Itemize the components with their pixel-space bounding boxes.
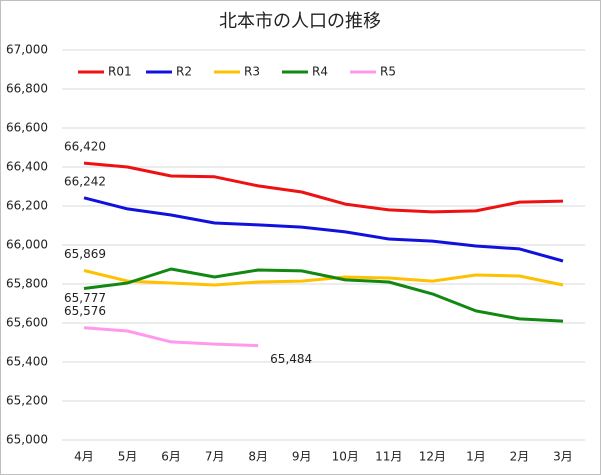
data-label: 65,576 [64, 304, 106, 318]
series-line [83, 269, 564, 287]
y-tick-label: 66,600 [6, 121, 48, 135]
legend-label: R4 [312, 65, 328, 79]
data-label: 65,484 [270, 352, 312, 366]
legend-label: R5 [380, 65, 396, 79]
y-tick-label: 65,600 [6, 316, 48, 330]
x-tick-label: 10月 [332, 450, 359, 464]
x-tick-label: 6月 [161, 450, 181, 464]
y-tick-label: 66,200 [6, 199, 48, 213]
series-line [83, 161, 564, 214]
y-tick-label: 66,400 [6, 160, 48, 174]
x-tick-label: 7月 [205, 450, 225, 464]
y-tick-label: 65,800 [6, 277, 48, 291]
y-tick-label: 66,000 [6, 238, 48, 252]
x-tick-label: 3月 [553, 450, 573, 464]
x-tick-label: 4月 [74, 450, 94, 464]
y-tick-label: 66,800 [6, 82, 48, 96]
legend-label: R01 [108, 65, 132, 79]
data-label: 66,420 [64, 140, 106, 154]
data-label: 65,869 [64, 247, 106, 261]
x-tick-label: 12月 [419, 450, 446, 464]
chart-title: 北本市の人口の推移 [219, 11, 381, 32]
series-line [83, 267, 564, 323]
legend-label: R2 [176, 65, 192, 79]
x-tick-label: 5月 [118, 450, 138, 464]
y-tick-label: 65,000 [6, 433, 48, 447]
legend-label: R3 [244, 65, 260, 79]
y-tick-label: 67,000 [6, 43, 48, 57]
x-tick-label: 2月 [510, 450, 530, 464]
x-tick-label: 9月 [292, 450, 312, 464]
series-line [83, 326, 259, 348]
y-tick-label: 65,400 [6, 355, 48, 369]
y-tick-label: 65,200 [6, 394, 48, 408]
series-line [83, 196, 564, 263]
data-label: 65,777 [64, 291, 106, 305]
x-tick-label: 1月 [466, 450, 486, 464]
x-tick-label: 11月 [375, 450, 402, 464]
data-label: 66,242 [64, 174, 106, 188]
x-tick-label: 8月 [248, 450, 268, 464]
